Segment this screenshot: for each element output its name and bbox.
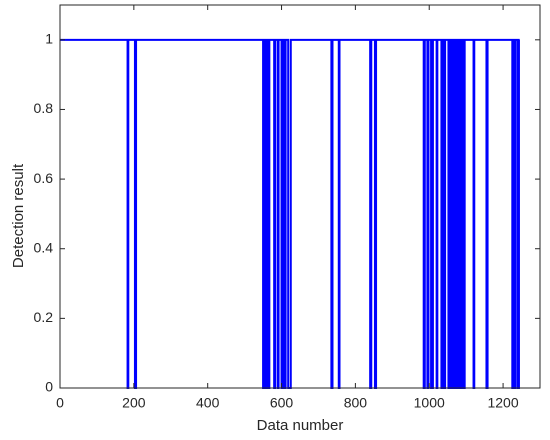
data-line bbox=[60, 38, 520, 389]
y-tick-label: 0 bbox=[45, 379, 53, 395]
x-axis-label: Data number bbox=[257, 417, 344, 434]
y-tick-label: 0.2 bbox=[34, 309, 54, 325]
y-tick-label: 0.6 bbox=[34, 170, 54, 186]
y-tick-label: 0.8 bbox=[34, 100, 54, 116]
x-tick-label: 800 bbox=[344, 395, 368, 411]
x-tick-label: 600 bbox=[270, 395, 294, 411]
x-tick-label: 1000 bbox=[414, 395, 445, 411]
y-axis-label: Detection result bbox=[10, 163, 27, 268]
y-tick-label: 1 bbox=[45, 31, 53, 47]
plot-frame bbox=[59, 4, 541, 389]
x-tick-label: 400 bbox=[196, 395, 220, 411]
x-tick-label: 0 bbox=[56, 395, 64, 411]
y-tick-label: 0.4 bbox=[34, 239, 54, 255]
x-tick-label: 1200 bbox=[487, 395, 518, 411]
x-tick-label: 200 bbox=[122, 395, 146, 411]
